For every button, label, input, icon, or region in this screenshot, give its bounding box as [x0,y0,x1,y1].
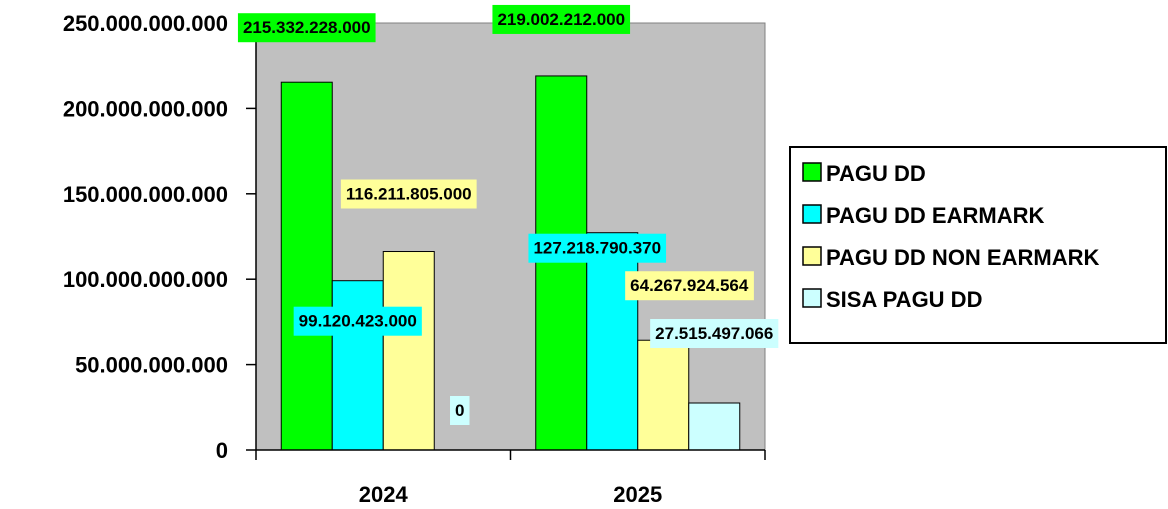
y-tick-label: 100.000.000.000 [63,267,228,292]
data-label-background [625,271,754,301]
data-label: 99.120.423.000 [299,312,417,331]
data-label: 64.267.924.564 [630,276,749,295]
legend-swatch [802,246,822,266]
data-label: 0 [455,401,464,420]
data-label-background [492,4,631,34]
data-label: 127.218.790.370 [533,239,661,258]
data-label: 215.332.228.000 [243,18,371,37]
data-label: 27.515.497.066 [655,324,773,343]
legend-box [789,146,1167,344]
x-category-label: 2024 [359,482,409,507]
legend-swatch [802,162,822,182]
data-label-background [237,13,376,43]
data-label-background [340,179,477,209]
legend-label: PAGU DD [826,161,926,186]
y-tick-label: 250.000.000.000 [63,11,228,36]
bar [688,402,741,451]
x-category-label: 2025 [613,482,662,507]
y-tick-label: 200.000.000.000 [63,96,228,121]
y-tick-label: 50.000.000.000 [75,353,228,378]
bar [637,339,690,451]
legend-swatch [802,204,822,224]
data-label: 219.002.212.000 [497,10,625,29]
bar [331,280,384,451]
legend-label: SISA PAGU DD [826,287,982,312]
data-label-background [650,319,779,349]
data-label-background [293,306,422,336]
data-label: 116.211.805.000 [346,185,472,204]
bar [535,75,588,451]
y-tick-label: 0 [216,438,228,463]
y-tick-label: 150.000.000.000 [63,182,228,207]
bar [586,232,639,451]
bar [382,251,435,451]
data-label-background [450,396,470,425]
legend-label: PAGU DD EARMARK [826,203,1044,228]
data-label-background [528,233,667,263]
legend-swatch [802,288,822,308]
legend-label: PAGU DD NON EARMARK [826,245,1099,270]
bar [280,81,333,451]
